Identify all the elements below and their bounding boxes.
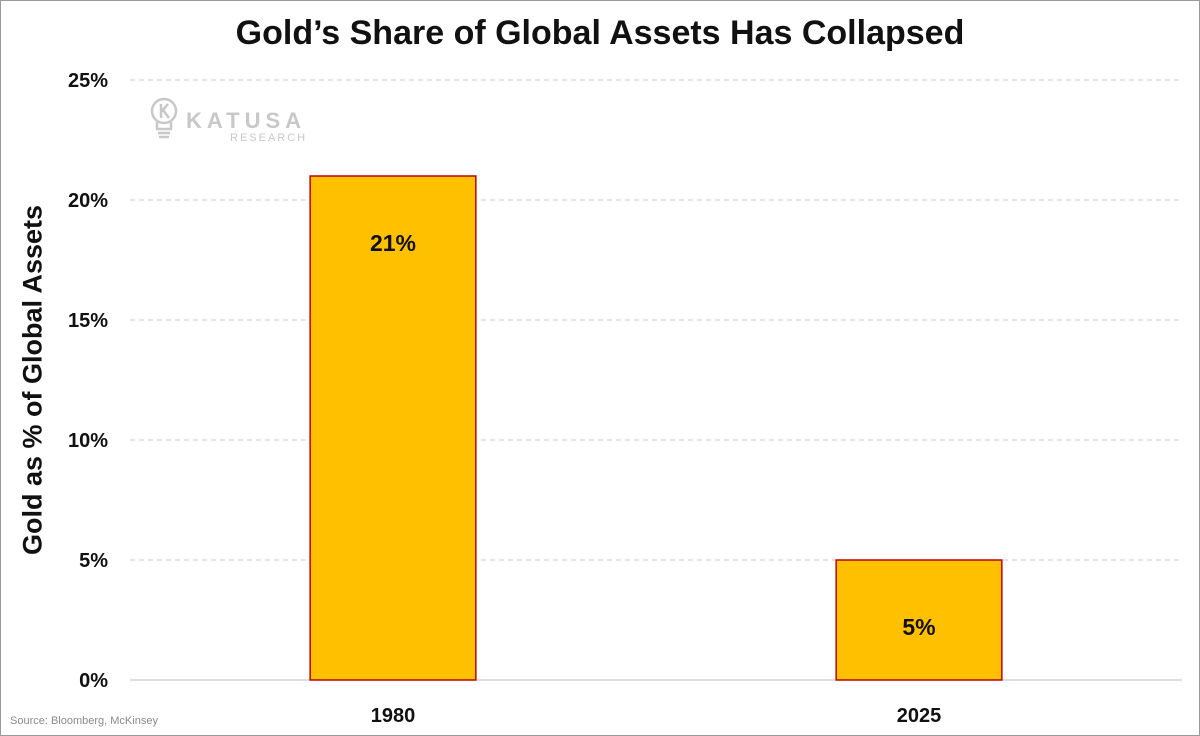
y-tick-label: 5% [79,550,108,572]
bar [835,559,1003,681]
logo-subtitle: RESEARCH [230,132,308,144]
data-label: 21% [370,230,416,256]
y-tick-label: 0% [79,670,108,692]
lightbulb-icon [150,97,178,139]
data-label: 5% [902,614,935,640]
y-tick-label: 15% [68,310,108,332]
logo-name: KATUSA [186,108,307,133]
y-tick-label: 10% [68,430,108,452]
x-tick-label: 1980 [371,705,416,727]
chart-title: Gold’s Share of Global Assets Has Collap… [235,14,965,52]
y-tick-label: 20% [68,190,108,212]
katusa-logo: KATUSA RESEARCH [148,95,318,147]
bar [309,175,477,681]
x-tick-label: 2025 [897,705,942,727]
y-tick-label: 25% [68,70,108,92]
source-note: Source: Bloomberg, McKinsey [10,715,158,727]
